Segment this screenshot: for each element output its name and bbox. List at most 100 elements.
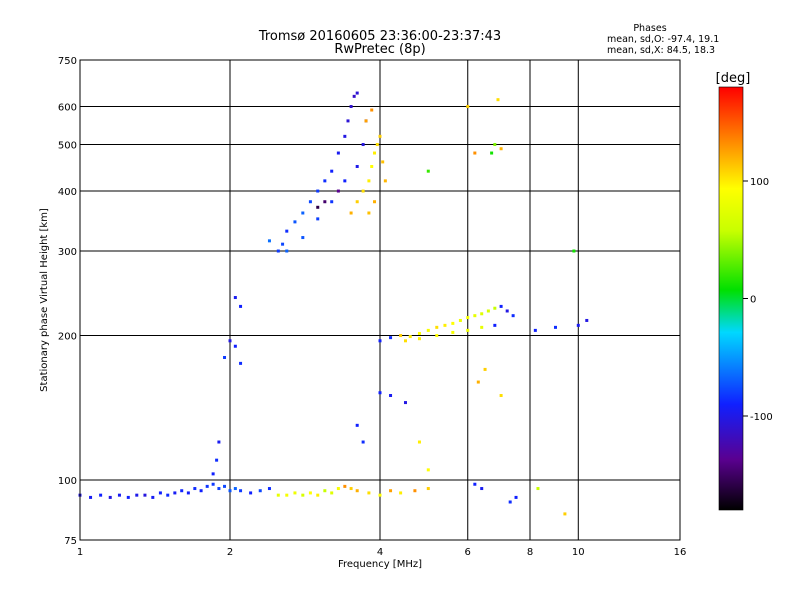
colorbar-ticks: 100 0 -100 (743, 177, 773, 423)
data-point (480, 312, 484, 316)
data-point (373, 200, 377, 204)
data-point (267, 239, 271, 243)
data-point (217, 440, 221, 444)
phases-mean-x: mean, sd,X: 84.5, 18.3 (607, 45, 715, 56)
colorbar-tick-label: 100 (750, 177, 769, 188)
data-point (493, 306, 497, 310)
y-tick-label: 750 (58, 56, 77, 67)
data-point (166, 493, 170, 497)
data-point (276, 249, 280, 253)
data-point (135, 493, 139, 497)
data-point (417, 331, 421, 335)
data-point (249, 491, 253, 495)
y-tick-label: 300 (58, 247, 77, 258)
data-point (99, 493, 103, 497)
data-point (258, 489, 262, 493)
data-point (346, 119, 350, 123)
data-point (330, 169, 334, 173)
data-point (293, 491, 297, 495)
data-point (223, 355, 227, 359)
data-point (389, 489, 393, 493)
data-point (466, 328, 470, 332)
data-point (316, 205, 320, 209)
data-point (367, 491, 371, 495)
data-point (349, 487, 353, 491)
data-point (505, 309, 509, 313)
data-point (499, 304, 503, 308)
data-point (493, 143, 497, 147)
data-point (316, 493, 320, 497)
data-point (355, 489, 359, 493)
data-point (563, 512, 567, 516)
data-point (285, 229, 289, 233)
data-point (336, 189, 340, 193)
data-point (451, 321, 455, 325)
y-tick-label: 100 (58, 476, 77, 487)
y-axis-label: Stationary phase Virtual Height [km] (39, 208, 50, 392)
x-tick-label: 16 (674, 547, 687, 558)
data-point (361, 440, 365, 444)
data-point (361, 143, 365, 147)
data-points (78, 91, 589, 516)
data-point (426, 468, 430, 472)
data-point (458, 318, 462, 322)
y-tick-label: 600 (58, 103, 77, 114)
data-point (330, 491, 334, 495)
x-tick-label: 1 (77, 547, 83, 558)
data-point (480, 325, 484, 329)
data-point (233, 487, 237, 491)
data-point (389, 394, 393, 398)
data-point (143, 493, 147, 497)
data-point (108, 495, 112, 499)
data-point (193, 487, 197, 491)
data-point (355, 200, 359, 204)
data-point (483, 367, 487, 371)
data-point (426, 328, 430, 332)
colorbar-tick-label: 0 (750, 295, 756, 306)
data-point (301, 236, 305, 240)
data-point (426, 169, 430, 173)
data-point (378, 339, 382, 343)
data-point (158, 491, 162, 495)
data-point (117, 493, 121, 497)
x-axis-label: Frequency [MHz] (338, 559, 422, 570)
data-point (349, 105, 353, 109)
data-point (308, 491, 312, 495)
data-point (403, 401, 407, 405)
data-point (323, 179, 327, 183)
data-point (343, 179, 347, 183)
data-point (399, 334, 403, 338)
y-axis-ticks: 75 100 200 300 400 500 600 750 (58, 56, 77, 547)
data-point (228, 339, 232, 343)
colorbar (718, 86, 744, 511)
data-point (451, 330, 455, 334)
data-point (399, 491, 403, 495)
data-point (239, 489, 243, 493)
data-point (435, 334, 439, 338)
data-point (199, 489, 203, 493)
chart-subtitle: RwPretec (8p) (334, 42, 425, 57)
data-point (233, 296, 237, 300)
data-point (205, 484, 209, 488)
data-point (211, 472, 215, 476)
data-point (473, 151, 477, 155)
data-point (367, 211, 371, 215)
data-point (585, 318, 589, 322)
data-point (316, 189, 320, 193)
phases-heading: Phases (633, 23, 666, 34)
data-point (426, 487, 430, 491)
data-point (378, 493, 382, 497)
grid-lines (80, 60, 680, 540)
data-point (336, 487, 340, 491)
data-point (381, 160, 385, 164)
y-tick-label: 400 (58, 187, 77, 198)
data-point (228, 489, 232, 493)
x-tick-label: 10 (572, 547, 585, 558)
data-point (378, 391, 382, 395)
data-point (173, 491, 177, 495)
data-point (403, 339, 407, 343)
data-point (276, 493, 280, 497)
data-point (211, 482, 215, 486)
